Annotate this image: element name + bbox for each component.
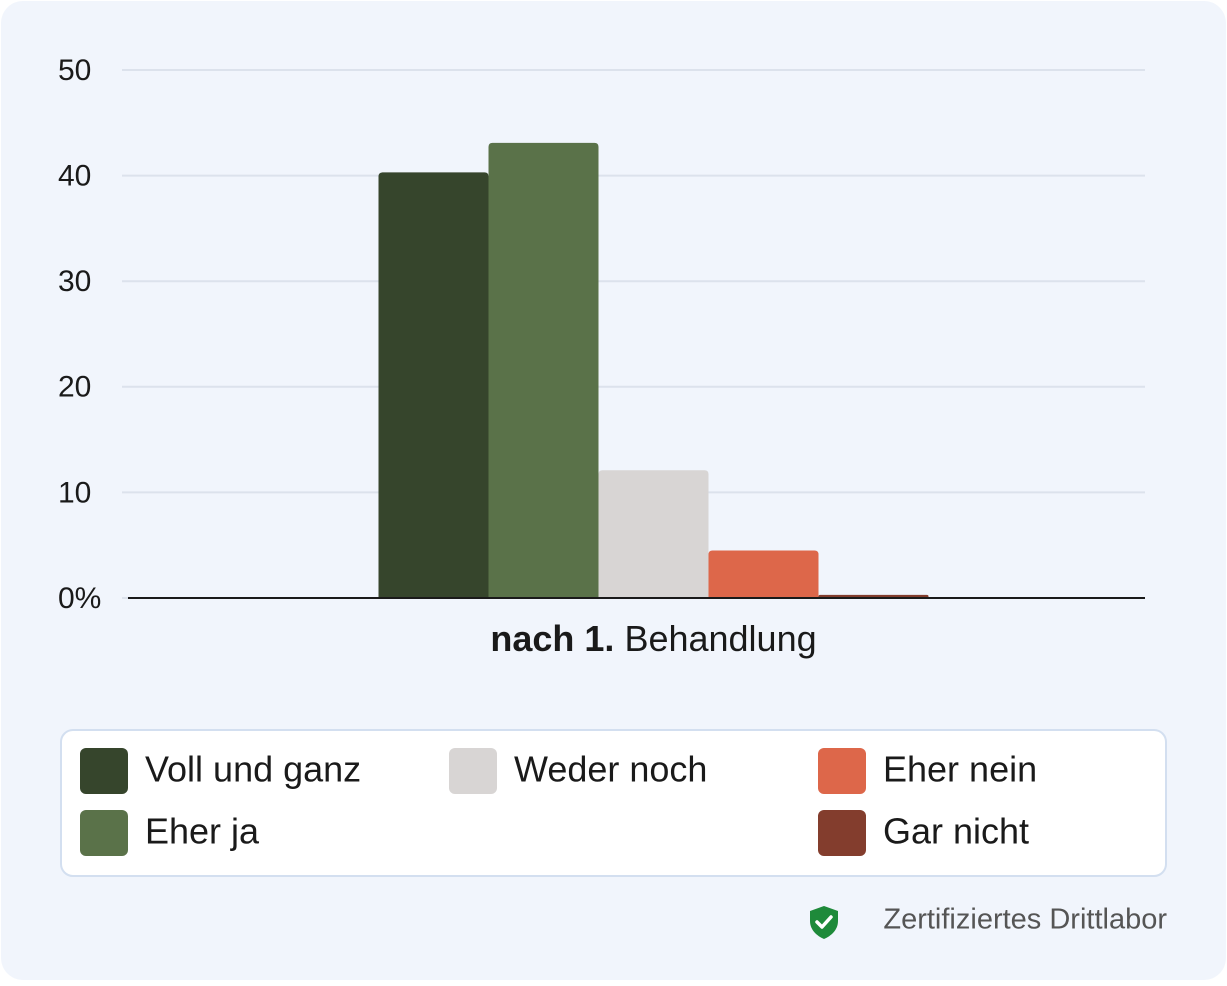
footer-note: Zertifiziertes Drittlabor bbox=[883, 904, 1167, 936]
bar bbox=[378, 172, 489, 598]
y-tick-label: 20 bbox=[58, 371, 91, 404]
legend-label: Weder noch bbox=[514, 749, 707, 790]
legend-label: Gar nicht bbox=[883, 811, 1029, 852]
y-tick-label: 0% bbox=[58, 582, 101, 615]
legend-label: Eher ja bbox=[145, 811, 260, 852]
y-tick-label: 30 bbox=[58, 265, 91, 298]
legend-item: Gar nicht bbox=[818, 810, 1029, 856]
legend-swatch bbox=[449, 748, 497, 794]
bar bbox=[488, 142, 599, 598]
verified-icon bbox=[810, 906, 838, 939]
legend-box bbox=[60, 729, 1167, 877]
bar bbox=[598, 470, 709, 598]
legend-swatch bbox=[80, 810, 128, 856]
legend-label: Voll und ganz bbox=[145, 749, 361, 790]
legend-swatch bbox=[818, 810, 866, 856]
y-tick-label: 10 bbox=[58, 476, 91, 509]
legend-item: Eher ja bbox=[80, 810, 260, 856]
x-tick-label-part: Behandlung bbox=[614, 618, 816, 659]
legend-item: Voll und ganz bbox=[80, 748, 361, 794]
x-tick-label: nach 1. Behandlung bbox=[490, 618, 816, 659]
y-tick-label: 40 bbox=[58, 160, 91, 193]
y-tick-label: 50 bbox=[58, 54, 91, 87]
legend-swatch bbox=[80, 748, 128, 794]
x-tick-label-part: nach 1. bbox=[490, 618, 614, 659]
legend-item: Weder noch bbox=[449, 748, 707, 794]
bar bbox=[708, 550, 819, 598]
legend-swatch bbox=[818, 748, 866, 794]
legend-item: Eher nein bbox=[818, 748, 1037, 794]
legend-label: Eher nein bbox=[883, 749, 1037, 790]
